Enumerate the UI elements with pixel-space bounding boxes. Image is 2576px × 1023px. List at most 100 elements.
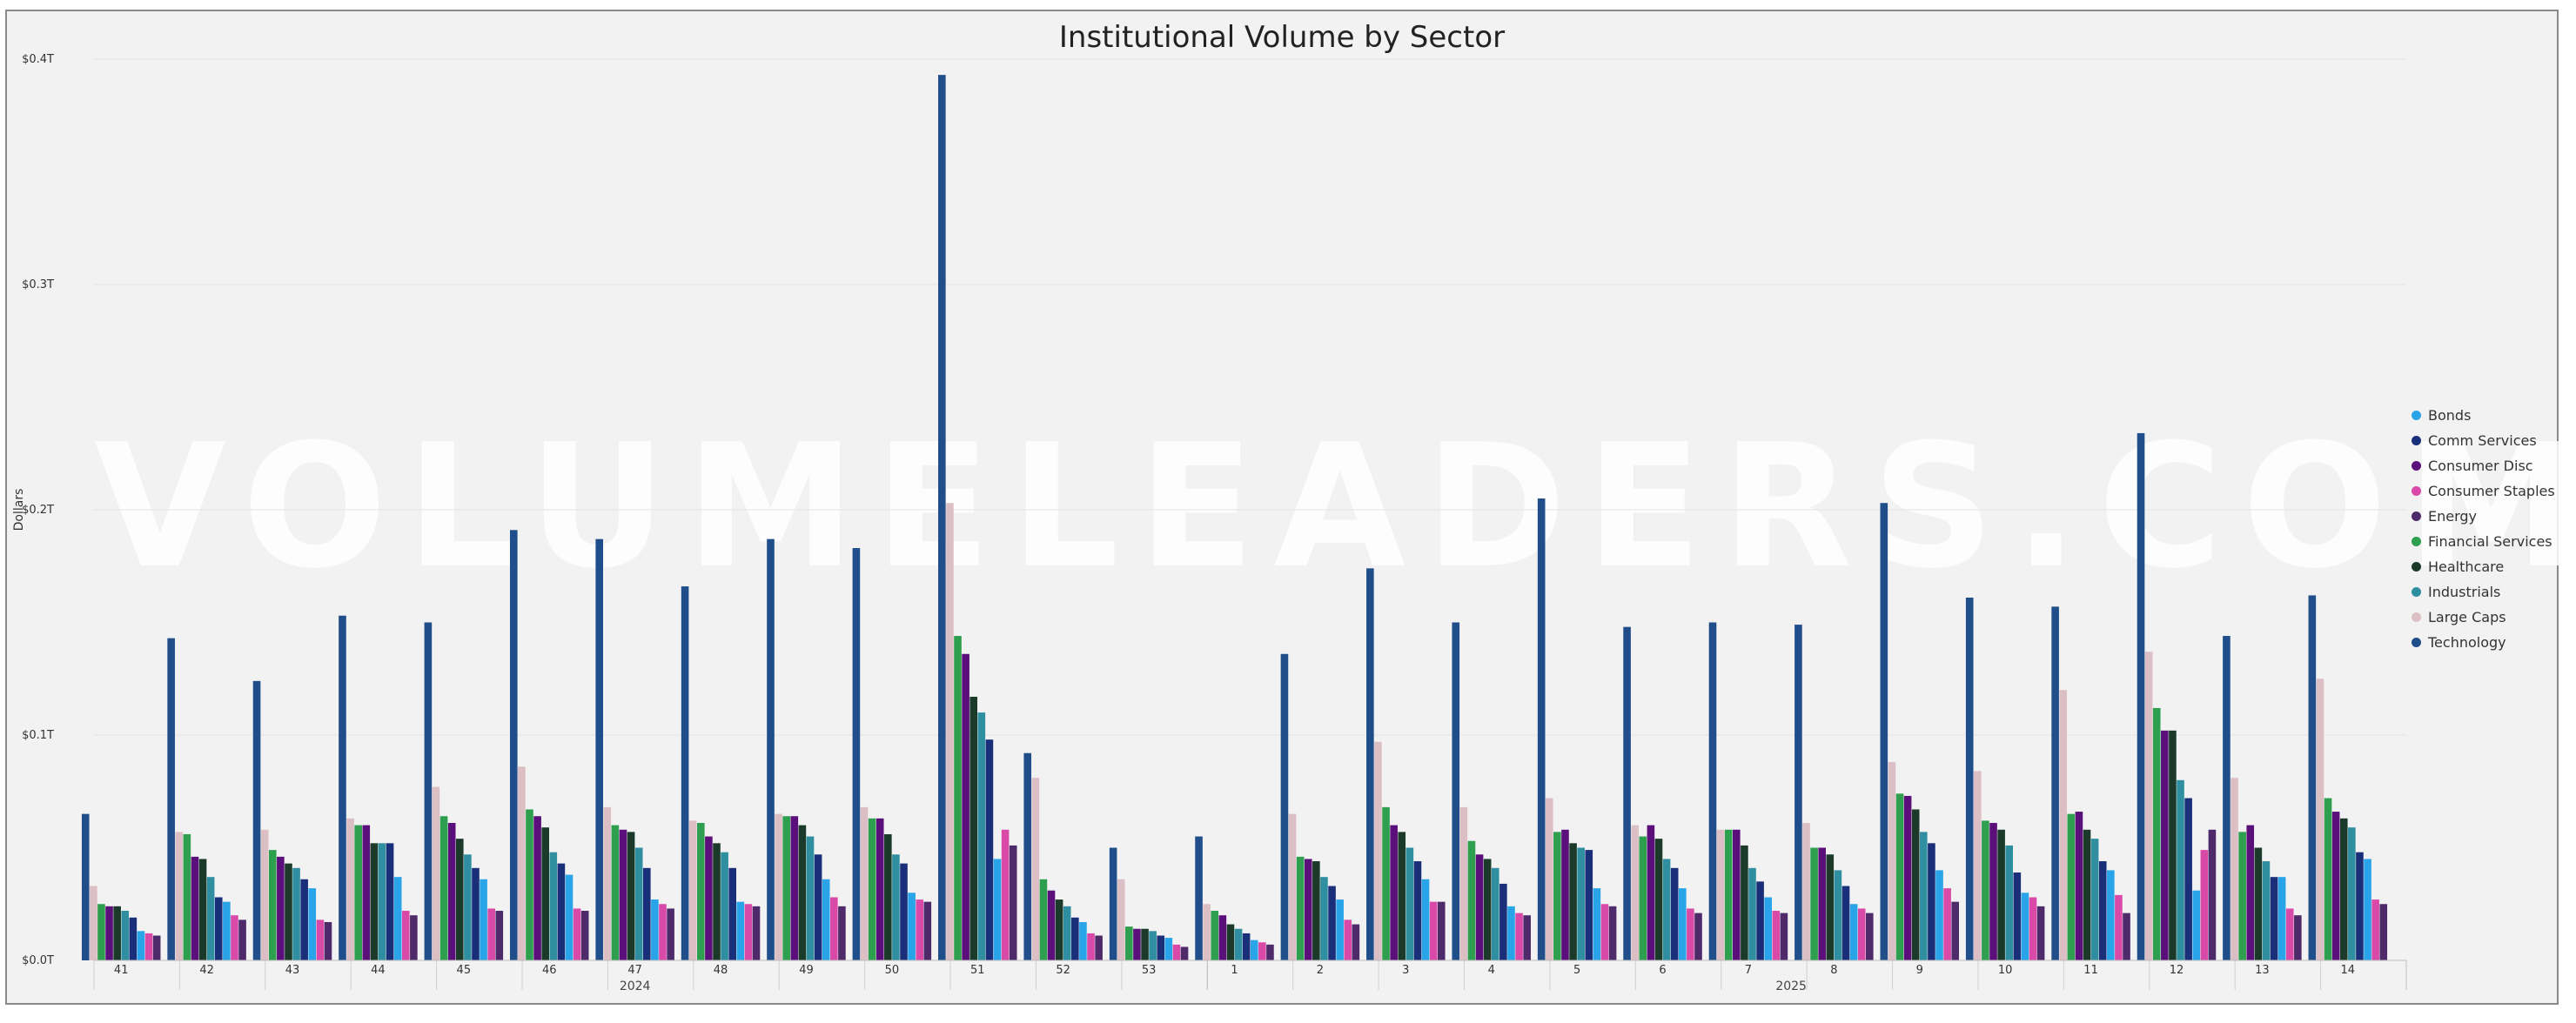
bar[interactable]	[1352, 924, 1360, 960]
bar[interactable]	[339, 615, 346, 960]
bar[interactable]	[526, 809, 533, 960]
bar[interactable]	[1647, 825, 1655, 960]
bar[interactable]	[137, 931, 145, 960]
bar[interactable]	[1687, 908, 1694, 960]
bar[interactable]	[1141, 928, 1149, 960]
bar[interactable]	[152, 935, 161, 960]
bar[interactable]	[2356, 852, 2364, 960]
bar[interactable]	[2262, 861, 2271, 960]
bar[interactable]	[1732, 829, 1741, 960]
bar[interactable]	[2123, 913, 2130, 960]
bar[interactable]	[1250, 939, 1258, 960]
bar[interactable]	[1600, 904, 1609, 960]
bar[interactable]	[1794, 625, 1802, 960]
bar[interactable]	[1459, 806, 1468, 960]
bar[interactable]	[2021, 893, 2029, 960]
bar[interactable]	[1195, 836, 1203, 960]
bar[interactable]	[1475, 854, 1484, 960]
bar[interactable]	[1328, 886, 1336, 960]
bar[interactable]	[721, 852, 728, 960]
bar[interactable]	[1920, 832, 1928, 960]
bar[interactable]	[1593, 888, 1601, 960]
bar[interactable]	[1623, 626, 1631, 960]
bar[interactable]	[1242, 933, 1251, 960]
bar[interactable]	[113, 906, 121, 960]
legend-item[interactable]: Healthcare	[2412, 554, 2555, 579]
bar[interactable]	[860, 806, 869, 960]
bar[interactable]	[697, 823, 705, 960]
bar[interactable]	[1545, 798, 1553, 960]
bar[interactable]	[2308, 595, 2317, 960]
bar[interactable]	[2270, 877, 2278, 960]
bar[interactable]	[806, 836, 815, 960]
bar[interactable]	[2223, 636, 2231, 960]
bar[interactable]	[962, 653, 969, 960]
bar[interactable]	[97, 904, 105, 960]
bar[interactable]	[651, 899, 659, 960]
bar[interactable]	[767, 538, 775, 960]
bar[interactable]	[1320, 877, 1328, 960]
bar[interactable]	[285, 863, 292, 960]
bar[interactable]	[713, 843, 721, 960]
bar[interactable]	[1741, 845, 1748, 960]
bar[interactable]	[1063, 906, 1071, 960]
bar[interactable]	[362, 825, 371, 960]
bar[interactable]	[1810, 847, 1818, 961]
bar[interactable]	[1724, 829, 1733, 960]
bar[interactable]	[533, 816, 541, 960]
bar[interactable]	[480, 879, 487, 960]
bar[interactable]	[1943, 888, 1951, 960]
bar[interactable]	[2231, 778, 2238, 960]
bar[interactable]	[1483, 859, 1492, 960]
bar[interactable]	[946, 503, 954, 960]
bar[interactable]	[1382, 806, 1390, 960]
bar[interactable]	[260, 829, 269, 960]
bar[interactable]	[681, 586, 689, 960]
bar[interactable]	[1218, 915, 1227, 960]
bar[interactable]	[884, 833, 892, 960]
bar[interactable]	[2090, 839, 2099, 960]
bar[interactable]	[231, 915, 238, 960]
bar[interactable]	[1226, 924, 1235, 960]
bar[interactable]	[705, 836, 713, 960]
bar[interactable]	[1678, 888, 1687, 960]
bar[interactable]	[565, 874, 574, 960]
bar[interactable]	[838, 906, 846, 960]
bar[interactable]	[1716, 829, 1725, 960]
bar[interactable]	[2115, 894, 2123, 960]
bar[interactable]	[1928, 843, 1935, 960]
bar[interactable]	[1780, 913, 1788, 960]
bar[interactable]	[167, 638, 175, 960]
bar[interactable]	[2348, 827, 2356, 960]
bar[interactable]	[2029, 897, 2037, 960]
bar[interactable]	[2277, 877, 2286, 960]
bar[interactable]	[1857, 908, 1866, 960]
bar[interactable]	[1109, 847, 1117, 961]
bar[interactable]	[1157, 935, 1165, 960]
bar[interactable]	[814, 854, 822, 960]
bar[interactable]	[2169, 730, 2177, 960]
bar[interactable]	[1280, 653, 1289, 960]
bar[interactable]	[2294, 915, 2302, 960]
bar[interactable]	[985, 739, 994, 960]
bar[interactable]	[1491, 867, 1499, 960]
bar[interactable]	[2137, 432, 2145, 960]
bar[interactable]	[541, 827, 549, 960]
bar[interactable]	[2075, 812, 2083, 960]
bar[interactable]	[1288, 813, 1297, 960]
bar[interactable]	[2098, 861, 2107, 960]
bar[interactable]	[214, 897, 223, 960]
bar[interactable]	[2246, 825, 2255, 960]
bar[interactable]	[393, 877, 402, 960]
bar[interactable]	[509, 530, 518, 960]
bar[interactable]	[1172, 944, 1181, 960]
bar[interactable]	[1849, 904, 1858, 960]
bar[interactable]	[1826, 854, 1835, 960]
bar[interactable]	[1553, 832, 1561, 960]
bar[interactable]	[2177, 779, 2184, 960]
bar[interactable]	[2254, 847, 2263, 961]
bar[interactable]	[1523, 915, 1531, 960]
bar[interactable]	[2208, 829, 2217, 960]
bar[interactable]	[2005, 845, 2014, 960]
bar[interactable]	[386, 843, 394, 960]
